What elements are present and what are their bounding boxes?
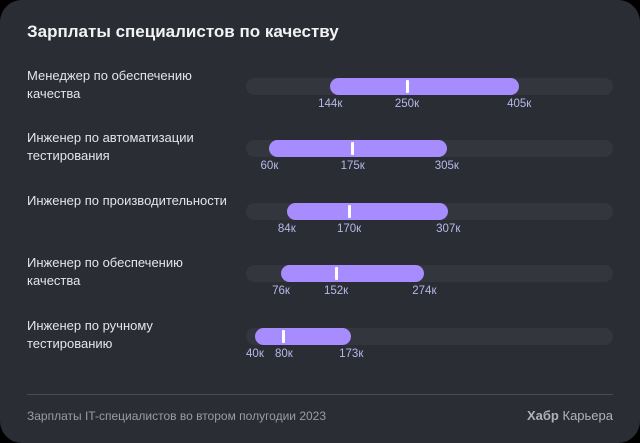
median-marker	[351, 142, 355, 155]
median-marker	[405, 80, 409, 93]
row-label: Инженер по производительности	[27, 193, 227, 208]
median-marker	[347, 205, 351, 218]
row-label: Менеджер по обеспечению качества	[27, 68, 192, 101]
median-value: 170к	[336, 223, 362, 235]
footer-source: Зарплаты IT-специалистов во втором полуг…	[27, 409, 327, 423]
range-bar	[269, 140, 447, 157]
min-value: 40к	[246, 348, 264, 360]
max-value: 173к	[339, 348, 364, 360]
min-value: 144к	[318, 98, 343, 110]
max-value: 305к	[434, 160, 459, 172]
median-value: 250к	[394, 98, 420, 110]
range-bar	[330, 78, 520, 95]
brand-logo[interactable]: Хабр Карьера	[527, 408, 613, 423]
median-value: 175к	[340, 160, 365, 172]
range-bar	[281, 265, 425, 282]
max-value: 274к	[412, 285, 437, 297]
divider	[27, 394, 613, 395]
row-label: Инженер по автоматизации тестирования	[27, 130, 194, 163]
min-value: 84к	[277, 223, 296, 235]
min-value: 76к	[272, 285, 290, 297]
brand-bold: Хабр	[527, 408, 559, 423]
chart-title: Зарплаты специалистов по качеству	[27, 22, 339, 41]
median-marker	[282, 330, 286, 343]
row-label: Инженер по обеспечению качества	[27, 255, 183, 288]
max-value: 405к	[507, 98, 532, 110]
row-label: Инженер по ручному тестированию	[27, 318, 153, 351]
range-bar	[286, 203, 449, 220]
median-marker	[334, 267, 338, 280]
range-bar	[254, 328, 352, 345]
min-value: 60к	[260, 160, 279, 172]
median-value: 152к	[323, 285, 349, 297]
brand-rest: Карьера	[562, 408, 614, 423]
median-value: 80к	[274, 348, 293, 360]
max-value: 307к	[436, 223, 461, 235]
